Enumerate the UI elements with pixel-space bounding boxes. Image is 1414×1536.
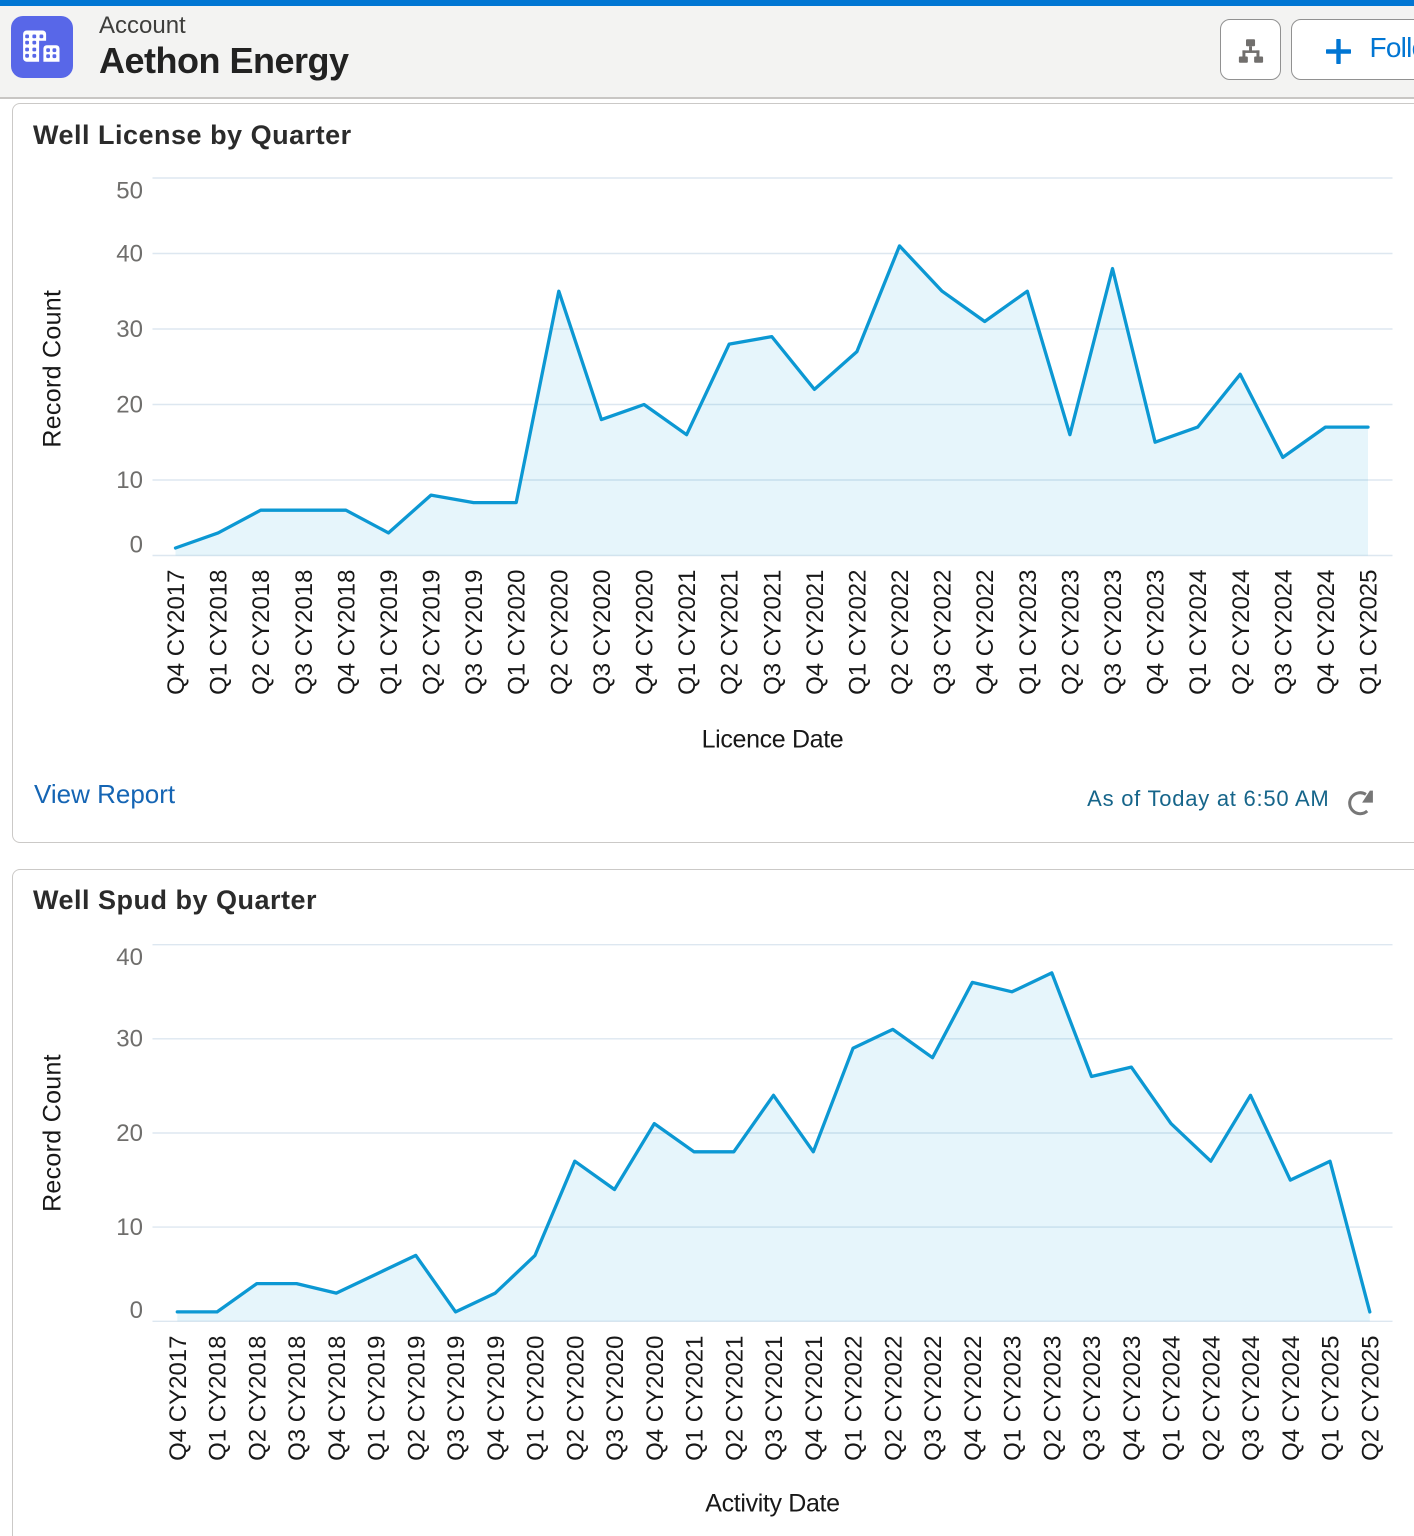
svg-text:Q2 CY2025: Q2 CY2025	[1357, 1336, 1384, 1461]
svg-text:Q3 CY2019: Q3 CY2019	[443, 1336, 470, 1461]
svg-text:Q2 CY2023: Q2 CY2023	[1039, 1336, 1066, 1461]
svg-text:40: 40	[116, 240, 143, 267]
svg-text:Q4 CY2021: Q4 CY2021	[801, 1336, 828, 1461]
svg-text:Q1 CY2019: Q1 CY2019	[376, 570, 403, 695]
svg-text:Q2 CY2024: Q2 CY2024	[1228, 570, 1255, 695]
svg-text:Q4 CY2021: Q4 CY2021	[802, 570, 829, 695]
svg-text:40: 40	[116, 944, 143, 971]
svg-text:Q4 CY2024: Q4 CY2024	[1313, 570, 1340, 695]
svg-text:Q1 CY2023: Q1 CY2023	[1000, 1336, 1027, 1461]
svg-text:20: 20	[116, 391, 143, 418]
svg-text:Q3 CY2022: Q3 CY2022	[920, 1336, 947, 1461]
svg-text:Q2 CY2022: Q2 CY2022	[887, 570, 914, 695]
svg-text:Q4 CY2022: Q4 CY2022	[972, 570, 999, 695]
svg-text:Q4 CY2023: Q4 CY2023	[1119, 1336, 1146, 1461]
svg-text:Q3 CY2018: Q3 CY2018	[291, 570, 318, 695]
svg-text:Q2 CY2024: Q2 CY2024	[1198, 1336, 1225, 1461]
svg-text:Q2 CY2020: Q2 CY2020	[546, 570, 573, 695]
svg-text:0: 0	[130, 531, 143, 558]
svg-text:Q4 CY2018: Q4 CY2018	[333, 570, 360, 695]
svg-text:Q1 CY2024: Q1 CY2024	[1159, 1336, 1186, 1461]
svg-text:Q1 CY2019: Q1 CY2019	[364, 1336, 391, 1461]
svg-text:0: 0	[130, 1297, 143, 1324]
svg-text:Q1 CY2021: Q1 CY2021	[674, 570, 701, 695]
svg-text:Q1 CY2018: Q1 CY2018	[206, 570, 233, 695]
svg-text:Q2 CY2021: Q2 CY2021	[717, 570, 744, 695]
svg-text:Q1 CY2022: Q1 CY2022	[841, 1336, 868, 1461]
svg-text:Q2 CY2018: Q2 CY2018	[248, 570, 275, 695]
svg-text:Q1 CY2025: Q1 CY2025	[1356, 570, 1383, 695]
svg-text:Q4 CY2024: Q4 CY2024	[1278, 1336, 1305, 1461]
svg-text:Q2 CY2021: Q2 CY2021	[721, 1336, 748, 1461]
svg-text:Q4 CY2020: Q4 CY2020	[632, 570, 659, 695]
svg-text:30: 30	[116, 1026, 143, 1053]
svg-text:Q3 CY2020: Q3 CY2020	[602, 1336, 629, 1461]
svg-text:10: 10	[116, 1214, 143, 1241]
svg-text:Q1 CY2020: Q1 CY2020	[504, 570, 531, 695]
svg-text:Q3 CY2020: Q3 CY2020	[589, 570, 616, 695]
svg-text:Q3 CY2021: Q3 CY2021	[761, 1336, 788, 1461]
svg-text:Q2 CY2020: Q2 CY2020	[562, 1336, 589, 1461]
svg-text:Q3 CY2021: Q3 CY2021	[759, 570, 786, 695]
svg-text:Q4 CY2018: Q4 CY2018	[324, 1336, 351, 1461]
svg-text:Q1 CY2021: Q1 CY2021	[682, 1336, 709, 1461]
svg-text:Q4 CY2017: Q4 CY2017	[163, 570, 190, 695]
svg-text:Q2 CY2019: Q2 CY2019	[419, 570, 446, 695]
svg-text:Q4 CY2022: Q4 CY2022	[960, 1336, 987, 1461]
svg-text:Licence Date: Licence Date	[702, 726, 844, 754]
svg-text:Activity Date: Activity Date	[705, 1490, 839, 1518]
svg-text:Q1 CY2018: Q1 CY2018	[205, 1336, 232, 1461]
svg-text:Q4 CY2019: Q4 CY2019	[483, 1336, 510, 1461]
svg-text:10: 10	[116, 467, 143, 494]
svg-text:Q3 CY2024: Q3 CY2024	[1270, 570, 1297, 695]
svg-text:Q4 CY2023: Q4 CY2023	[1143, 570, 1170, 695]
svg-text:Q3 CY2023: Q3 CY2023	[1100, 570, 1127, 695]
svg-text:Q3 CY2022: Q3 CY2022	[930, 570, 957, 695]
svg-text:Record Count: Record Count	[39, 290, 67, 448]
svg-text:Q2 CY2022: Q2 CY2022	[880, 1336, 907, 1461]
svg-text:Q1 CY2025: Q1 CY2025	[1318, 1336, 1345, 1461]
svg-text:Q1 CY2022: Q1 CY2022	[844, 570, 871, 695]
svg-text:Q3 CY2024: Q3 CY2024	[1238, 1336, 1265, 1461]
svg-text:Q1 CY2023: Q1 CY2023	[1015, 570, 1042, 695]
svg-text:20: 20	[116, 1120, 143, 1147]
svg-text:Q3 CY2019: Q3 CY2019	[461, 570, 488, 695]
svg-text:Q2 CY2018: Q2 CY2018	[244, 1336, 271, 1461]
svg-text:50: 50	[116, 177, 143, 204]
svg-text:Q1 CY2024: Q1 CY2024	[1185, 570, 1212, 695]
svg-text:Q4 CY2017: Q4 CY2017	[165, 1336, 192, 1461]
svg-text:Q2 CY2023: Q2 CY2023	[1057, 570, 1084, 695]
svg-text:Record Count: Record Count	[39, 1054, 67, 1212]
svg-text:Q2 CY2019: Q2 CY2019	[403, 1336, 430, 1461]
svg-text:30: 30	[116, 316, 143, 343]
svg-text:Q4 CY2020: Q4 CY2020	[642, 1336, 669, 1461]
svg-text:Q1 CY2020: Q1 CY2020	[523, 1336, 550, 1461]
svg-text:Q3 CY2018: Q3 CY2018	[284, 1336, 311, 1461]
svg-text:Q3 CY2023: Q3 CY2023	[1079, 1336, 1106, 1461]
